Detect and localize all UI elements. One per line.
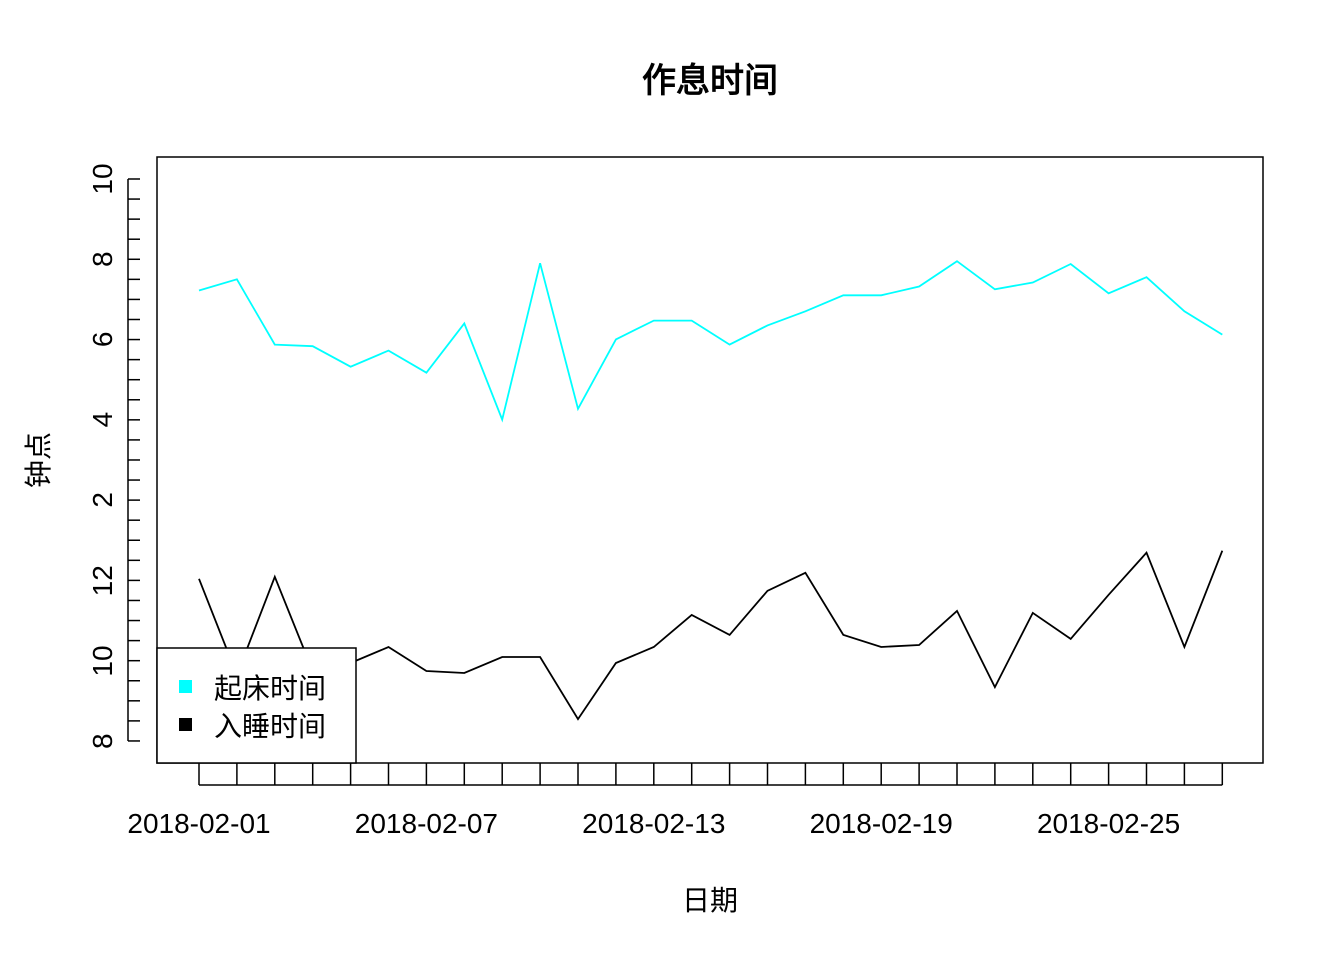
y-tick-label: 12 (87, 565, 118, 596)
x-axis: 2018-02-01 2018-02-07 2018-02-13 2018-02-19… (127, 763, 1224, 839)
x-tick-label: 2018-02-07 (355, 808, 498, 839)
x-tick-label: 2018-02-13 (582, 808, 725, 839)
y-axis-label: 钟点 (22, 432, 55, 488)
x-axis-label: 日期 (682, 884, 738, 917)
y-tick-label: 4 (87, 412, 118, 428)
y-tick-label: 8 (87, 251, 118, 267)
legend-swatch-wake (179, 680, 192, 693)
legend-label-wake: 起床时间 (214, 672, 326, 705)
series-line-wake (198, 260, 1223, 423)
series-lines (198, 260, 1224, 721)
x-tick-label: 2018-02-25 (1037, 808, 1180, 839)
plot-area (156, 156, 1264, 764)
series-line-sleep (198, 550, 1224, 721)
y-tick-label: 10 (87, 163, 118, 194)
legend-box (156, 647, 357, 764)
x-tick-label: 2018-02-19 (810, 808, 953, 839)
y-tick-label: 6 (87, 332, 118, 348)
y-tick-label: 8 (87, 733, 118, 749)
legend-swatch-sleep (179, 718, 192, 731)
y-tick-label: 2 (87, 492, 118, 508)
y-tick-label: 10 (87, 645, 118, 676)
legend-label-sleep: 入睡时间 (214, 710, 326, 743)
legend: 起床时间 入睡时间 (156, 647, 357, 764)
x-tick-label: 2018-02-01 (127, 808, 270, 839)
y-axis: 2 4 6 8 10 8 10 12 (87, 163, 140, 749)
chart-title: 作息时间 (642, 61, 778, 101)
